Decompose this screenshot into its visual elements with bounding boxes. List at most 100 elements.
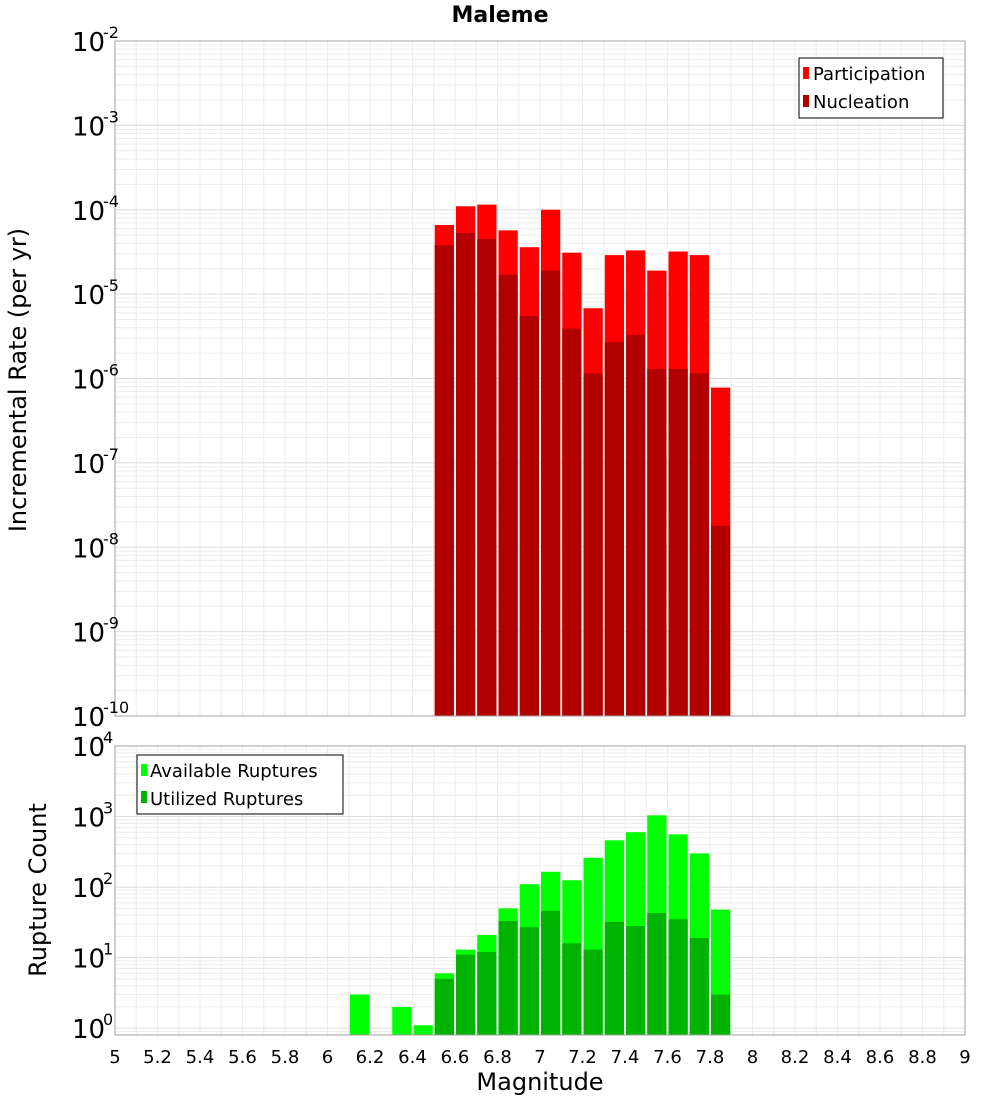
x-tick-label: 6 [322,1047,333,1068]
rate-bar-b [668,368,688,716]
y-tick-exponent: -10 [103,698,129,717]
count-bar-b [477,952,497,1035]
x-axis-label: Magnitude [476,1068,603,1096]
rate-bar-b [583,373,603,716]
x-tick-label: 9 [959,1047,970,1068]
x-tick-label: 8.6 [866,1047,895,1068]
legend-label-participation: Participation [813,64,925,85]
x-tick-label: 7.6 [653,1047,682,1068]
legend-swatch-available [141,764,147,776]
y-tick-exponent: -4 [103,192,119,211]
y-tick-exponent: -3 [103,107,119,126]
y-tick-label: 10 [72,733,105,763]
x-tick-label: 8.4 [823,1047,852,1068]
count-bar-a [349,994,369,1035]
y-tick-label: 10 [72,1015,105,1045]
x-tick-label: 7.8 [696,1047,725,1068]
x-tick-label: 8.2 [781,1047,810,1068]
count-bar-b [583,949,603,1035]
rate-bar-b [562,328,582,716]
y-tick-exponent: -5 [103,276,119,295]
count-bar-b [519,927,539,1035]
x-tick-label: 7.4 [611,1047,640,1068]
rate-bar-b [541,270,561,716]
count-bar-b [604,921,624,1035]
rate-bar-b [647,368,667,716]
y-tick-label: 10 [72,619,105,649]
rate-bar-b [604,342,624,716]
x-ticks: 5 5.2 5.4 5.6 5.8 6 6.2 6.4 6.6 6.8 7 7.2 7.4 7.6 7.8 8… [109,1047,970,1068]
rate-bar-b [477,239,497,716]
y-tick-label: 10 [72,945,105,975]
count-bar-b [626,926,646,1035]
chart-title: Maleme [451,3,548,28]
top-grid [114,40,966,717]
count-bar-b [541,910,561,1035]
legend-label-available: Available Ruptures [150,761,318,782]
x-tick-label: 5.2 [143,1047,172,1068]
y-tick-label: 10 [72,112,105,142]
x-tick-label: 6.6 [441,1047,470,1068]
y-tick-label: 10 [72,450,105,480]
count-bar-b [434,978,454,1035]
x-tick-label: 5 [109,1047,120,1068]
y-tick-label: 10 [72,703,105,733]
count-bar-b [456,954,476,1035]
bottom-y-axis-label: Rupture Count [24,803,52,977]
rate-bar-b [498,274,518,716]
y-tick-label: 10 [72,366,105,396]
y-tick-exponent: 0 [103,1010,113,1029]
top-legend: Participation Nucleation [798,57,944,119]
y-tick-exponent: -7 [103,445,119,464]
count-bar-b [498,921,518,1035]
rate-bar-b [689,373,709,716]
y-tick-exponent: 1 [103,940,113,959]
rate-bar-b [456,233,476,716]
bottom-plot-border [114,745,966,1036]
legend-swatch-nucleation [803,95,809,107]
rate-bar-b [626,334,646,716]
y-tick-exponent: 2 [103,869,113,888]
y-tick-label: 10 [72,197,105,227]
count-bar-b [689,937,709,1035]
x-tick-label: 6.4 [398,1047,427,1068]
y-tick-exponent: -8 [103,529,119,548]
count-bar-b [668,919,688,1035]
x-tick-label: 5.8 [271,1047,300,1068]
y-tick-label: 10 [72,874,105,904]
y-tick-label: 10 [72,281,105,311]
y-tick-exponent: 4 [103,728,113,747]
y-tick-label: 10 [72,804,105,834]
y-tick-label: 10 [72,28,105,58]
rate-bar-b [519,316,539,716]
rate-bar-b [711,525,731,716]
y-tick-exponent: -2 [103,23,119,42]
count-bar-b [562,943,582,1035]
x-tick-label: 7.2 [568,1047,597,1068]
y-tick-label: 10 [72,534,105,564]
bottom-legend-box [136,754,344,815]
x-tick-label: 8 [747,1047,758,1068]
legend-swatch-utilized [141,791,147,803]
count-bar-b [711,994,731,1035]
x-tick-label: 6.2 [356,1047,385,1068]
legend-label-utilized: Utilized Ruptures [150,789,303,810]
top-plot-border [114,40,966,717]
y-tick-exponent: 3 [103,799,113,818]
x-tick-label: 5.6 [228,1047,257,1068]
x-tick-label: 8.8 [908,1047,937,1068]
x-tick-label: 6.8 [483,1047,512,1068]
top-legend-box [798,57,944,119]
count-bar-a [392,1006,412,1035]
top-y-axis-label: Incremental Rate (per yr) [4,228,32,532]
count-bar-a [413,1025,433,1035]
x-tick-label: 5.4 [186,1047,215,1068]
legend-label-nucleation: Nucleation [813,92,909,113]
bottom-bars [349,815,731,1035]
y-tick-exponent: -6 [103,361,119,380]
